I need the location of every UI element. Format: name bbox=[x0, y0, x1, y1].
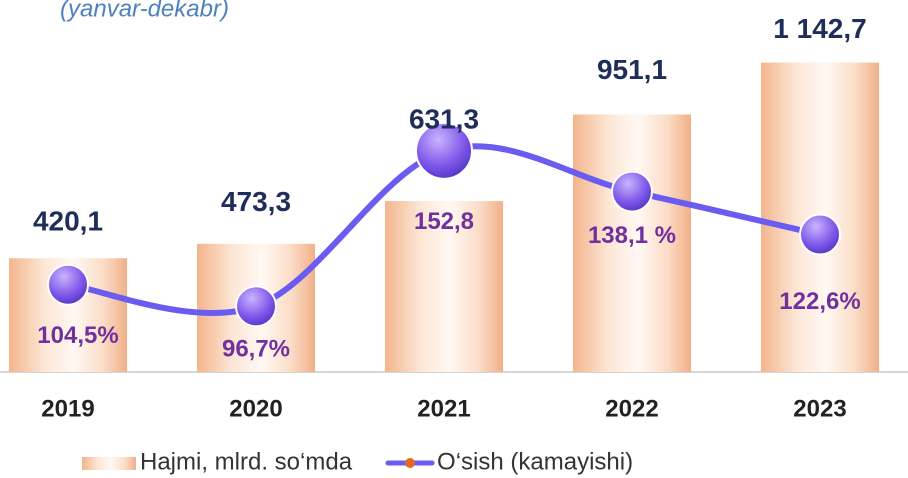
bar-value-label: 631,3 bbox=[409, 103, 479, 134]
bar bbox=[573, 114, 691, 373]
line-point bbox=[415, 121, 473, 180]
line-point bbox=[611, 170, 653, 213]
line-value-label: 138,1 % bbox=[588, 222, 676, 249]
x-tick-label: 2022 bbox=[605, 395, 658, 422]
x-tick-label: 2020 bbox=[229, 395, 282, 422]
legend-label: Hajmi, mlrd. so‘mda bbox=[140, 448, 353, 475]
bar-value-label: 951,1 bbox=[597, 54, 667, 85]
line-value-label: 122,6% bbox=[779, 288, 860, 315]
bar-value-label: 1 142,7 bbox=[773, 13, 866, 44]
legend-label: O‘sish (kamayishi) bbox=[437, 448, 633, 475]
bar-value-label: 473,3 bbox=[221, 186, 291, 217]
x-tick-label: 2019 bbox=[41, 395, 94, 422]
line-point bbox=[799, 213, 841, 256]
legend-swatch-dot bbox=[405, 458, 416, 468]
line-point bbox=[47, 263, 89, 306]
line-value-label: 152,8 bbox=[414, 208, 474, 235]
line-value-label: 96,7% bbox=[222, 336, 290, 363]
subtitle: (yanvar-dekabr) bbox=[60, 0, 229, 22]
line-point bbox=[235, 285, 277, 328]
bar-value-label: 420,1 bbox=[33, 206, 103, 237]
x-tick-label: 2023 bbox=[793, 395, 846, 422]
line-value-label: 104,5% bbox=[37, 322, 118, 349]
legend-swatch bbox=[82, 457, 136, 470]
bar bbox=[385, 201, 503, 372]
x-tick-label: 2021 bbox=[417, 395, 470, 422]
